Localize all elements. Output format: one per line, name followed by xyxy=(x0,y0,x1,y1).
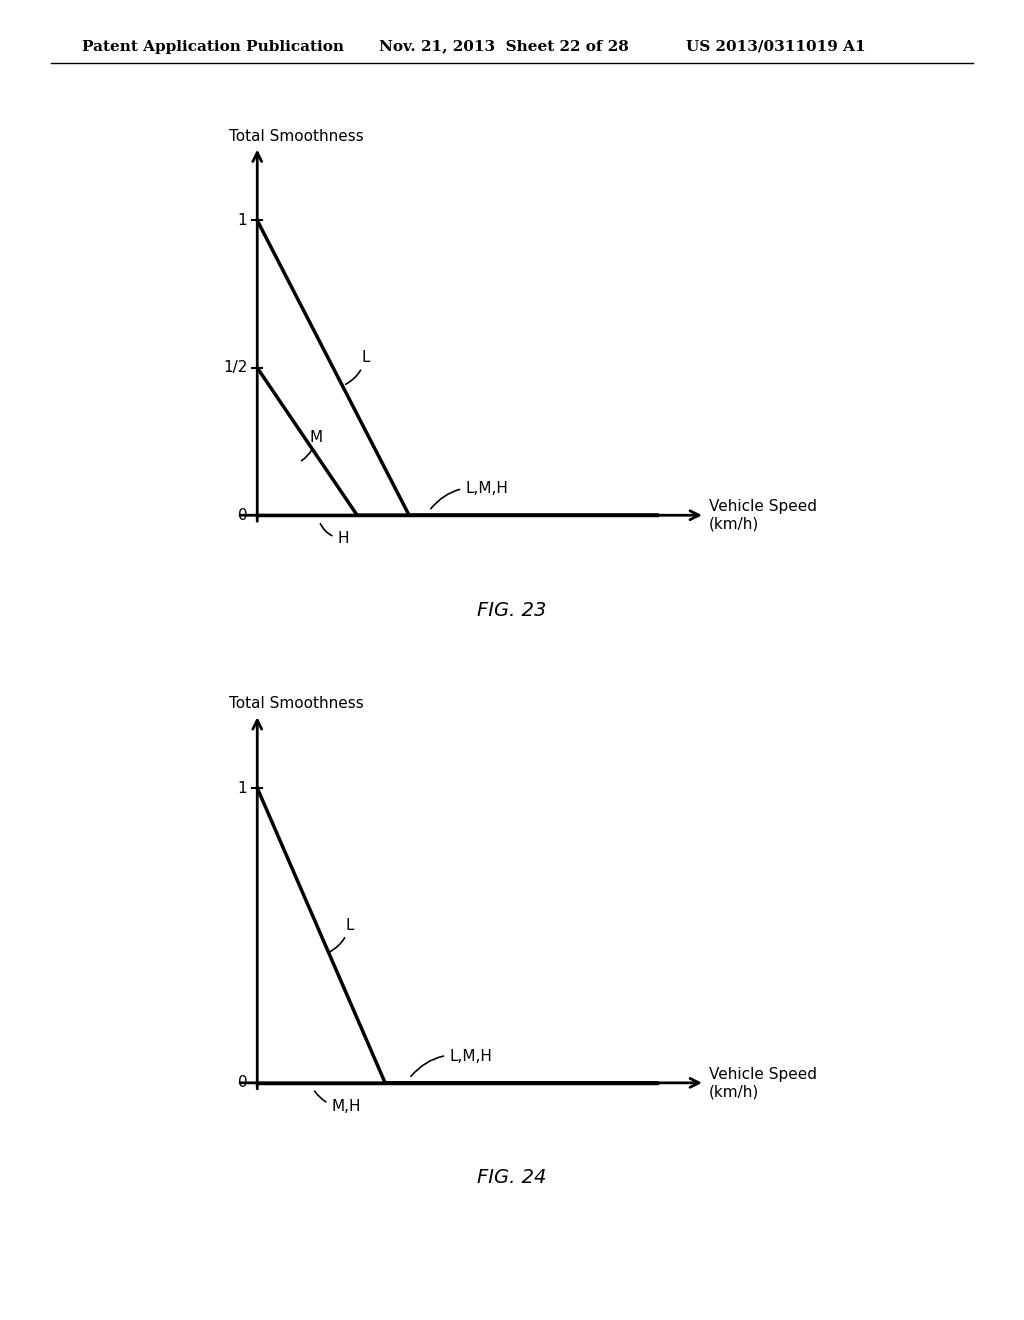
Text: L,M,H: L,M,H xyxy=(411,1048,492,1076)
Text: Vehicle Speed
(km/h): Vehicle Speed (km/h) xyxy=(709,1067,817,1100)
Text: Patent Application Publication: Patent Application Publication xyxy=(82,40,344,54)
Text: Total Smoothness: Total Smoothness xyxy=(229,129,364,144)
Text: 1: 1 xyxy=(238,213,247,228)
Text: L: L xyxy=(346,350,370,384)
Text: FIG. 24: FIG. 24 xyxy=(477,1168,547,1187)
Text: 1/2: 1/2 xyxy=(223,360,247,375)
Text: L,M,H: L,M,H xyxy=(431,480,508,508)
Text: 0: 0 xyxy=(238,1076,247,1090)
Text: FIG. 23: FIG. 23 xyxy=(477,601,547,619)
Text: Nov. 21, 2013  Sheet 22 of 28: Nov. 21, 2013 Sheet 22 of 28 xyxy=(379,40,629,54)
Text: Vehicle Speed
(km/h): Vehicle Speed (km/h) xyxy=(709,499,817,532)
Text: L: L xyxy=(330,917,353,952)
Text: M: M xyxy=(301,429,323,461)
Text: 0: 0 xyxy=(238,508,247,523)
Text: Total Smoothness: Total Smoothness xyxy=(229,697,364,711)
Text: H: H xyxy=(321,524,348,546)
Text: 1: 1 xyxy=(238,780,247,796)
Text: US 2013/0311019 A1: US 2013/0311019 A1 xyxy=(686,40,865,54)
Text: M,H: M,H xyxy=(314,1092,360,1114)
